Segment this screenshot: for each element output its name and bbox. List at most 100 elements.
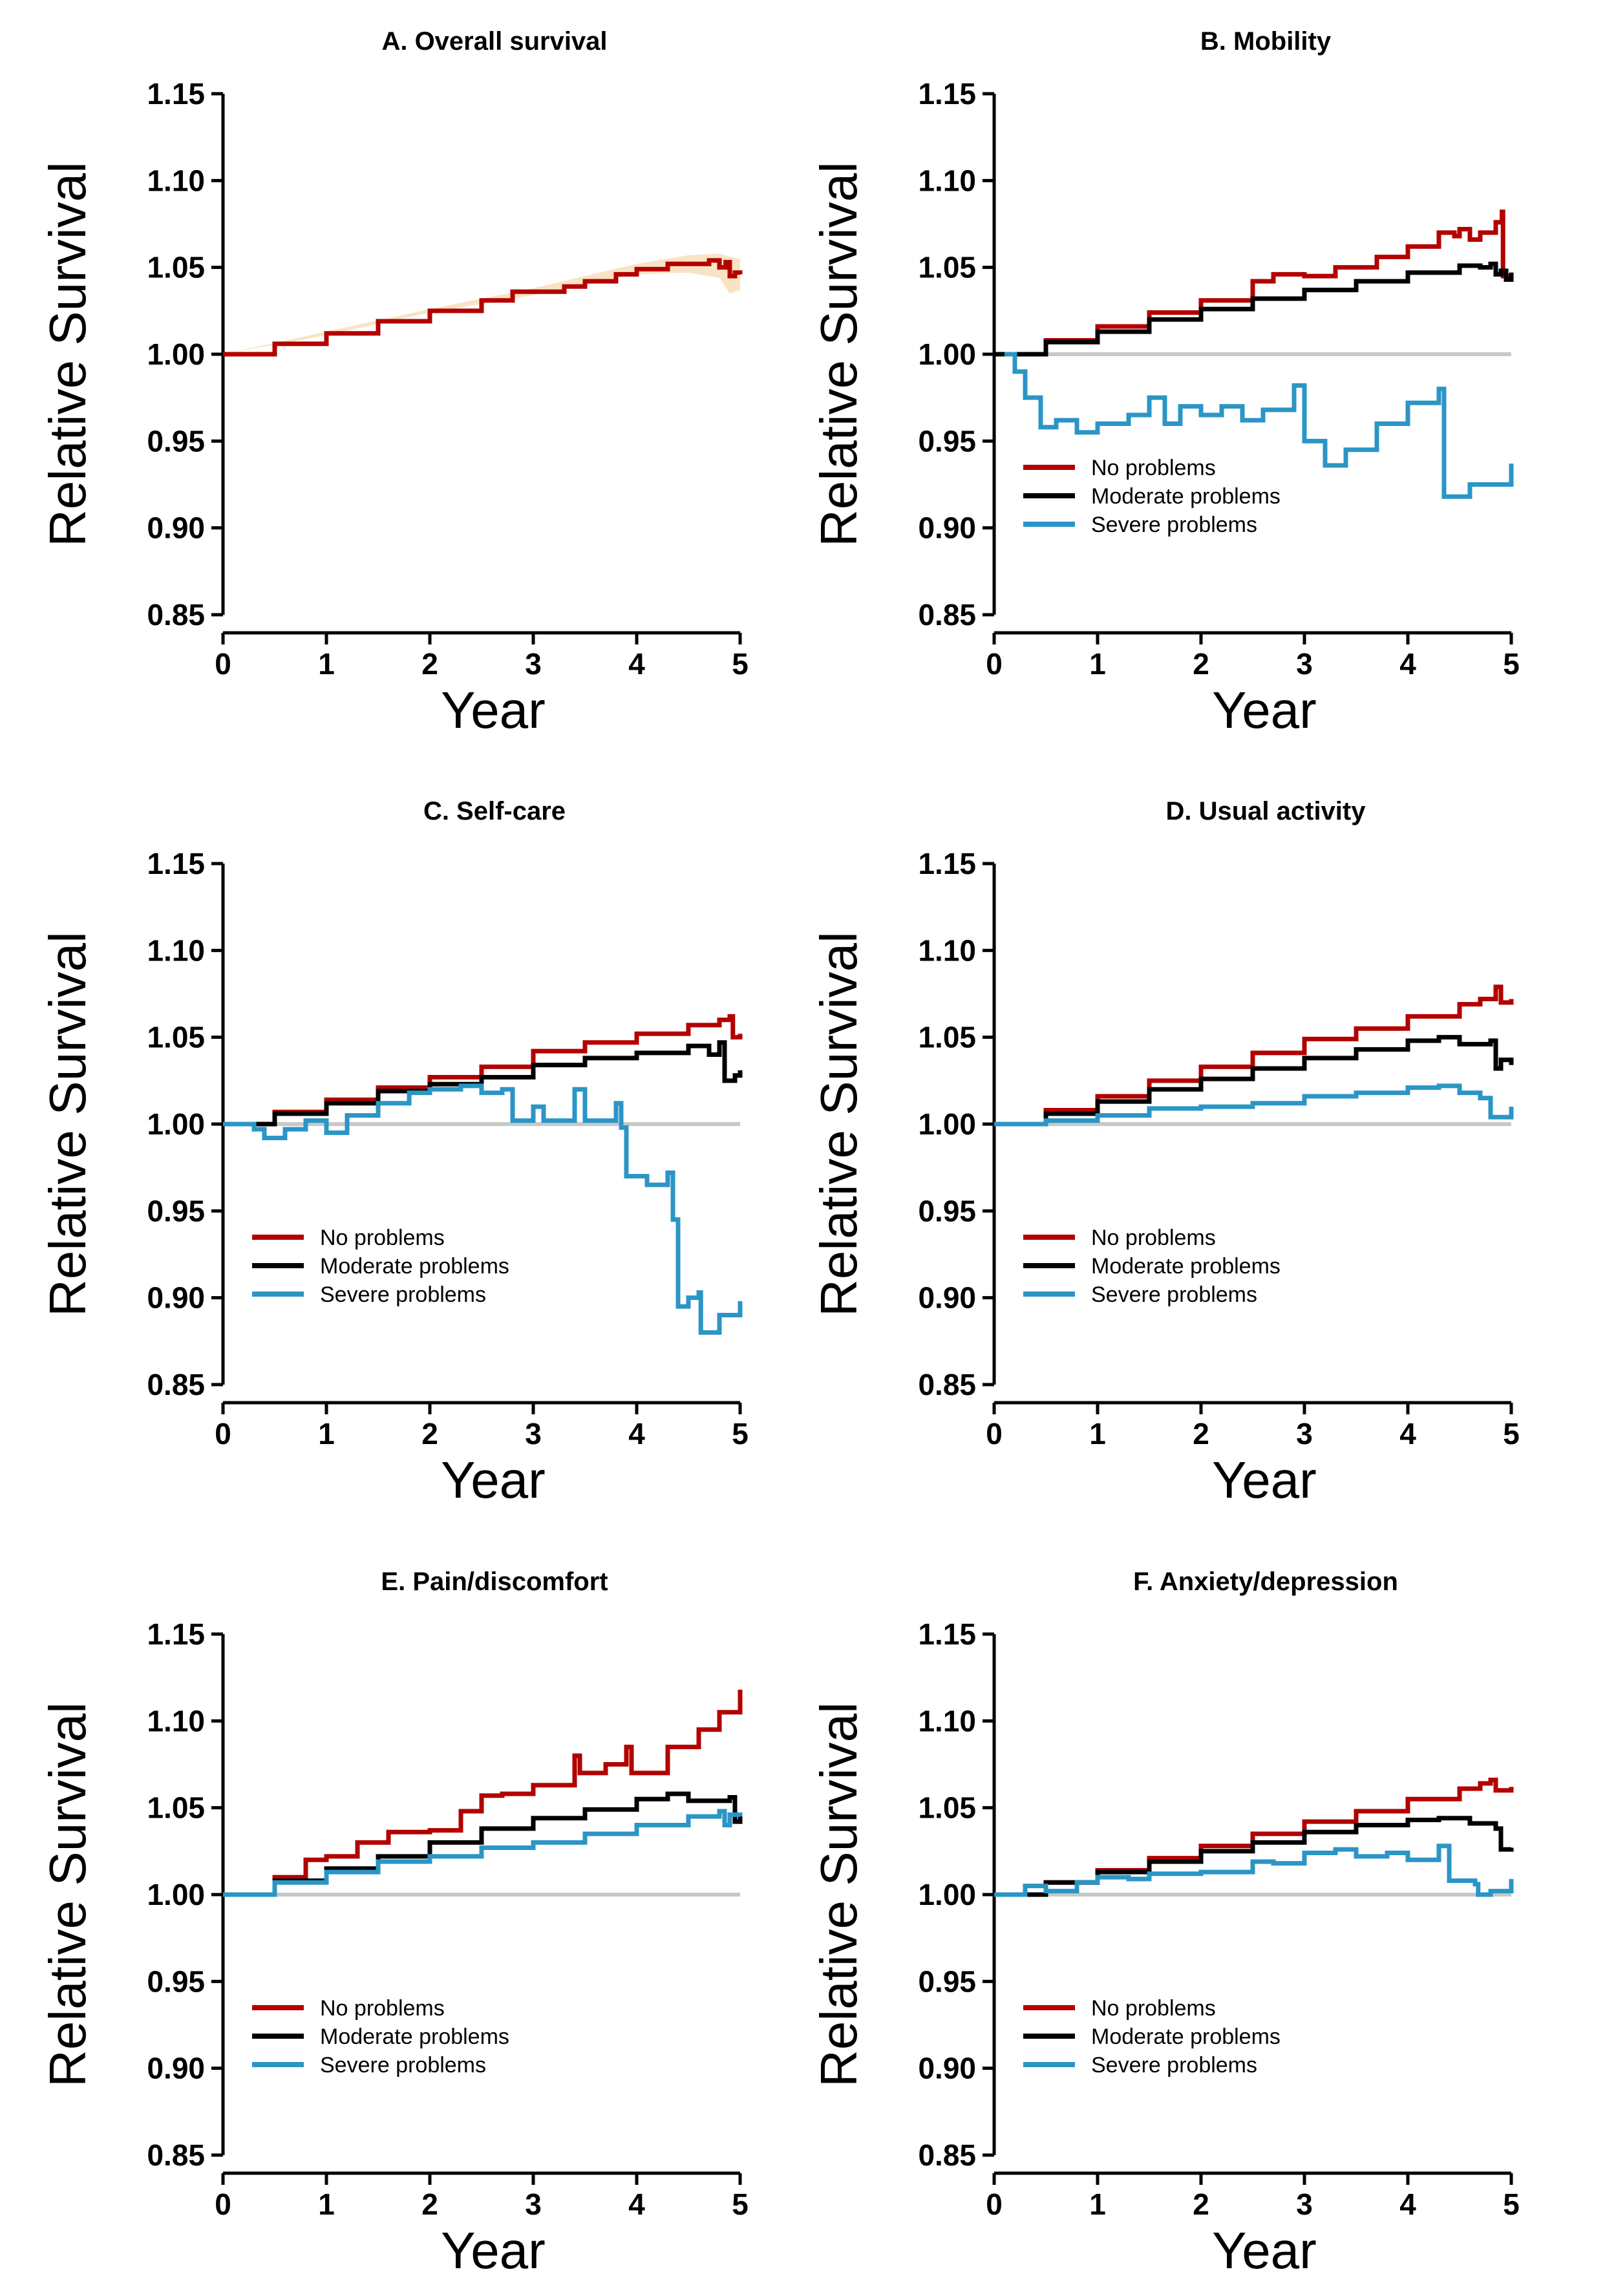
y-axis-title: Relative Survival: [39, 162, 96, 547]
y-tick-label: 1.05: [147, 1021, 205, 1054]
series-line-moderate-problems: [994, 261, 1514, 357]
x-tick-label: 5: [732, 1417, 749, 1451]
series-line-overall: [223, 258, 743, 357]
x-tick-label: 1: [318, 647, 335, 681]
series-line-severe-problems: [1004, 352, 1514, 499]
panel-f: F. Anxiety/depression 0.85 0.90 0.95 1.00 1.0…: [810, 1568, 1520, 2279]
x-tick-label: 0: [986, 647, 1003, 681]
y-tick-label: 0.85: [147, 1368, 205, 1401]
y-tick-label: 0.95: [147, 1964, 205, 1998]
y-tick-label: 0.85: [918, 1368, 976, 1401]
y-tick-label: 0.85: [147, 2138, 205, 2172]
y-tick-label: 1.10: [918, 933, 976, 967]
series-line-no-problems: [223, 1014, 743, 1127]
series-line-no-problems: [994, 1778, 1514, 1897]
x-tick-label: 2: [421, 2187, 438, 2221]
x-tick-label: 3: [525, 2187, 542, 2221]
y-axis-title: Relative Survival: [39, 931, 96, 1317]
x-tick-label: 4: [1399, 1417, 1416, 1451]
confidence-band: [223, 253, 740, 354]
x-tick-label: 2: [421, 1417, 438, 1451]
y-tick-label: 1.00: [147, 337, 205, 371]
y-tick-label: 1.15: [147, 1617, 205, 1651]
y-tick-label: 1.10: [147, 933, 205, 967]
x-tick-label: 4: [1399, 647, 1416, 681]
x-tick-label: 2: [1193, 647, 1209, 681]
y-tick-label: 0.90: [147, 1281, 205, 1315]
x-tick-label: 1: [1089, 2187, 1106, 2221]
panel-title: D. Usual activity: [1165, 797, 1366, 825]
legend-label: Moderate problems: [320, 2025, 509, 2049]
series-line-no-problems: [223, 1689, 743, 1897]
x-tick-label: 3: [1296, 1417, 1313, 1451]
x-axis-title: Year: [441, 2222, 546, 2279]
x-tick-label: 3: [1296, 2187, 1313, 2221]
y-tick-label: 0.95: [918, 424, 976, 458]
y-axis-title: Relative Survival: [810, 162, 867, 547]
x-axis-title: Year: [1212, 681, 1317, 739]
x-tick-label: 0: [986, 1417, 1003, 1451]
legend-label: Severe problems: [1091, 1282, 1257, 1307]
legend-label: Severe problems: [320, 1282, 486, 1307]
x-axis-title: Year: [441, 681, 546, 739]
x-tick-label: 4: [628, 2187, 645, 2221]
y-tick-label: 1.05: [918, 251, 976, 284]
y-tick-label: 1.05: [147, 1791, 205, 1825]
y-axis-title: Relative Survival: [810, 1702, 867, 2087]
y-tick-label: 1.00: [918, 1107, 976, 1141]
legend-label: Moderate problems: [320, 1254, 509, 1279]
series-line-moderate-problems: [994, 1816, 1514, 1897]
y-tick-label: 0.90: [918, 511, 976, 545]
panel-title: B. Mobility: [1200, 27, 1332, 56]
y-axis-title: Relative Survival: [39, 1702, 96, 2087]
series-line-moderate-problems: [223, 1040, 743, 1127]
y-tick-label: 0.85: [918, 598, 976, 632]
y-tick-label: 1.15: [147, 77, 205, 111]
series-line-severe-problems: [994, 1083, 1514, 1127]
x-tick-label: 1: [318, 1417, 335, 1451]
legend-label: No problems: [320, 1996, 445, 2021]
x-tick-label: 2: [421, 647, 438, 681]
x-tick-label: 1: [1089, 647, 1106, 681]
y-tick-label: 1.10: [147, 1704, 205, 1738]
x-tick-label: 1: [1089, 1417, 1106, 1451]
panel-title: C. Self-care: [423, 797, 566, 825]
legend-label: Severe problems: [320, 2053, 486, 2078]
x-tick-label: 4: [628, 647, 645, 681]
series-line-no-problems: [994, 984, 1514, 1127]
y-tick-label: 1.15: [918, 77, 976, 111]
legend-label: Moderate problems: [1091, 484, 1281, 509]
y-tick-label: 0.95: [918, 1964, 976, 1998]
y-tick-label: 0.95: [147, 1194, 205, 1228]
panel-c: C. Self-care 0.85 0.90 0.95 1.00 1.05 1.10 1.15…: [39, 797, 749, 1509]
series-line-no-problems: [994, 209, 1514, 357]
y-tick-label: 1.10: [147, 164, 205, 197]
y-tick-label: 0.90: [918, 2052, 976, 2085]
x-tick-label: 5: [1503, 1417, 1520, 1451]
y-tick-label: 1.10: [918, 164, 976, 197]
legend-label: No problems: [1091, 1226, 1216, 1250]
x-tick-label: 3: [1296, 647, 1313, 681]
y-tick-label: 1.05: [918, 1791, 976, 1825]
x-tick-label: 0: [215, 647, 231, 681]
panel-e: E. Pain/discomfort 0.85 0.90 0.95 1.00 1.05 1.…: [39, 1568, 749, 2279]
y-tick-label: 0.85: [147, 598, 205, 632]
x-tick-label: 2: [1193, 2187, 1209, 2221]
y-tick-label: 1.00: [918, 1878, 976, 1911]
x-tick-label: 5: [732, 2187, 749, 2221]
series-line-severe-problems: [994, 1844, 1514, 1897]
x-tick-label: 0: [986, 2187, 1003, 2221]
panel-title: F. Anxiety/depression: [1133, 1568, 1398, 1596]
series-line-severe-problems: [223, 1083, 743, 1335]
y-tick-label: 0.95: [147, 424, 205, 458]
x-tick-label: 5: [732, 647, 749, 681]
x-axis-title: Year: [441, 1451, 546, 1509]
y-tick-label: 0.90: [147, 511, 205, 545]
x-axis-title: Year: [1212, 1451, 1317, 1509]
panel-a: A. Overall survival 0.85 0.90 0.95 1.00 1.05 1…: [39, 27, 749, 739]
series-line-moderate-problems: [223, 1791, 743, 1897]
y-tick-label: 0.85: [918, 2138, 976, 2172]
x-tick-label: 5: [1503, 2187, 1520, 2221]
x-tick-label: 1: [318, 2187, 335, 2221]
legend-label: No problems: [1091, 1996, 1216, 2021]
